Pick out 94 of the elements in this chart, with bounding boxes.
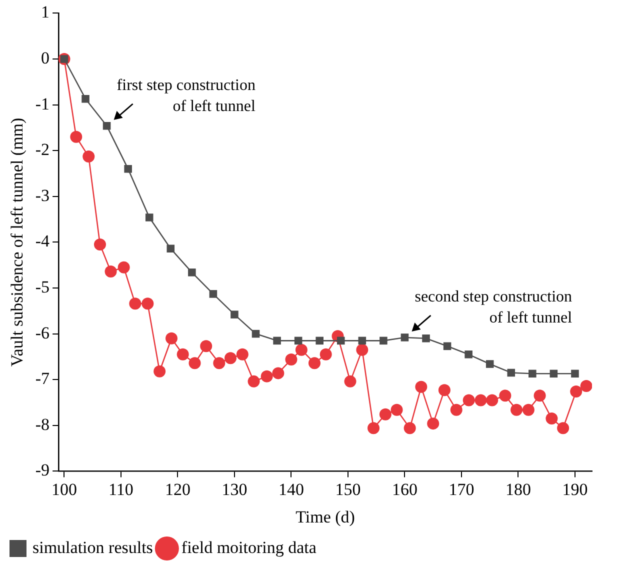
point [316, 336, 324, 345]
point [145, 214, 154, 222]
point [124, 165, 132, 173]
point [94, 238, 106, 250]
point [580, 380, 592, 392]
point [166, 244, 175, 252]
point [154, 365, 166, 378]
point [272, 367, 284, 380]
point [486, 360, 494, 368]
x-tick-label: 100 [51, 480, 77, 499]
point [358, 336, 366, 345]
point [380, 336, 388, 345]
legend-label: simulation results [32, 538, 153, 557]
x-tick-label: 160 [392, 480, 418, 499]
point [142, 298, 154, 310]
point [344, 375, 356, 388]
point [129, 298, 142, 310]
point [102, 122, 111, 130]
point [528, 370, 536, 378]
y-tick-label: -6 [35, 323, 50, 342]
y-tick-label: 1 [41, 2, 50, 22]
point [285, 353, 298, 366]
point [356, 344, 368, 356]
point [507, 368, 516, 377]
point [213, 357, 226, 370]
y-tick-label: -1 [35, 94, 50, 114]
point [474, 394, 487, 406]
x-tick-label: 180 [505, 480, 531, 499]
point [546, 412, 558, 425]
point [510, 404, 523, 416]
point [462, 394, 475, 406]
point [571, 370, 579, 378]
point [390, 404, 403, 416]
point [230, 310, 238, 318]
point [427, 418, 440, 430]
point [404, 422, 416, 434]
point [320, 348, 332, 360]
point [499, 390, 512, 402]
legend-label: field moitoring data [181, 538, 317, 557]
point [224, 352, 237, 364]
point [486, 394, 498, 406]
point [443, 342, 452, 350]
point [82, 94, 90, 103]
point [308, 357, 320, 370]
point [188, 357, 201, 370]
point [236, 348, 248, 360]
point [522, 404, 534, 416]
annotation: first step construction of left tunnel [116, 77, 256, 116]
point [450, 404, 462, 416]
y-tick-label: -8 [35, 414, 50, 434]
point [248, 375, 260, 388]
y-tick-label: -3 [35, 186, 50, 205]
point [422, 334, 430, 342]
point [209, 290, 218, 298]
x-tick-label: 170 [448, 480, 474, 499]
point [200, 340, 212, 352]
x-axis-title: Time (d) [296, 507, 355, 526]
point [82, 150, 95, 163]
point [368, 422, 380, 434]
point [176, 348, 189, 360]
x-tick-label: 190 [562, 480, 588, 499]
point [295, 344, 308, 356]
y-tick-label: 0 [41, 48, 50, 68]
point [118, 261, 130, 274]
x-tick-label: 140 [278, 480, 304, 499]
y-tick-label: -2 [35, 140, 50, 160]
y-tick-label: -4 [35, 232, 50, 251]
point [260, 370, 273, 382]
point [415, 380, 428, 393]
point [273, 336, 281, 345]
point [550, 370, 558, 378]
point [252, 330, 260, 338]
point [165, 332, 178, 344]
point [188, 268, 196, 276]
point [400, 334, 409, 342]
point [570, 386, 582, 398]
point [70, 130, 82, 143]
point [557, 422, 570, 434]
point [104, 266, 117, 278]
y-tick-label: -5 [35, 277, 50, 296]
point [464, 350, 472, 358]
y-axis-title: Vault subsidence of left tunnel (mm) [8, 118, 27, 367]
point [337, 336, 345, 345]
x-tick-label: 130 [222, 480, 248, 499]
point [438, 384, 450, 396]
x-tick-label: 150 [335, 480, 361, 499]
x-tick-label: 120 [164, 480, 190, 499]
point [379, 408, 392, 420]
annotation: second step construction of left tunnel [414, 288, 573, 327]
x-tick-label: 110 [108, 480, 134, 499]
y-tick-label: -9 [35, 460, 50, 480]
y-tick-label: -7 [35, 369, 50, 388]
point [294, 336, 302, 345]
point [534, 390, 546, 402]
